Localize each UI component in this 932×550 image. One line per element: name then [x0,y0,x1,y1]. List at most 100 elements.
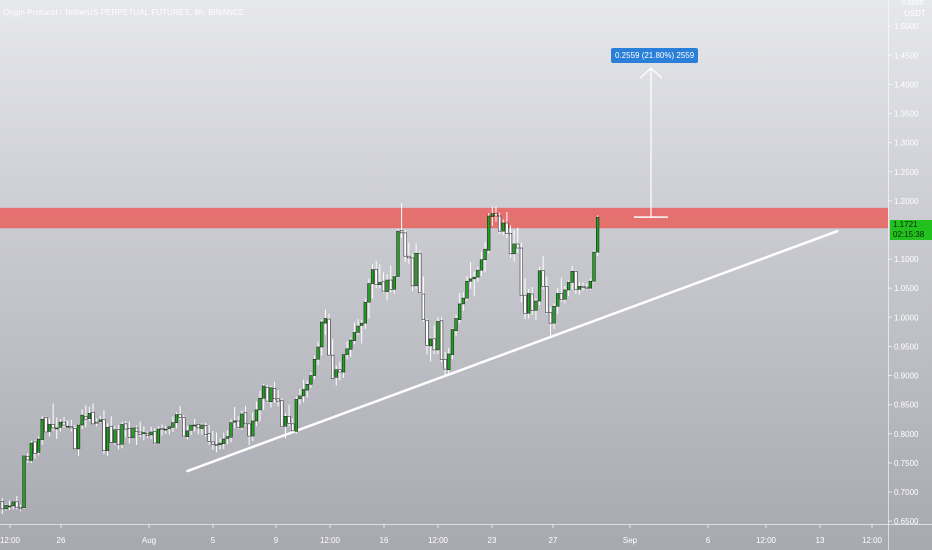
candle[interactable] [316,341,320,366]
candle[interactable] [334,365,338,386]
candle[interactable] [592,250,596,283]
candle[interactable] [265,384,269,403]
candle[interactable] [240,410,244,430]
candle[interactable] [182,415,186,438]
candle[interactable] [236,416,240,430]
candle[interactable] [294,396,298,434]
candle[interactable] [374,260,378,289]
price-range-measure[interactable] [634,67,668,218]
candle[interactable] [494,206,498,222]
candle[interactable] [552,303,556,329]
candle[interactable] [360,319,364,344]
candle[interactable] [298,388,302,405]
candle[interactable] [124,420,128,438]
candle[interactable] [349,337,353,357]
candle[interactable] [62,416,66,428]
candle[interactable] [327,313,331,357]
candle[interactable] [251,412,255,442]
candle[interactable] [258,390,262,422]
candle[interactable] [283,413,288,439]
candle[interactable] [218,438,222,450]
candle[interactable] [40,416,44,445]
candle[interactable] [501,219,505,236]
candle[interactable] [400,203,404,238]
candle[interactable] [153,427,157,445]
candle[interactable] [113,426,117,445]
candle[interactable] [301,379,306,403]
candle[interactable] [381,272,386,293]
candle[interactable] [559,277,563,302]
candle[interactable] [483,242,487,273]
candle[interactable] [73,425,77,450]
candle[interactable] [76,423,81,456]
candle[interactable] [392,274,396,294]
candle[interactable] [233,406,237,429]
candle[interactable] [454,314,458,336]
candle[interactable] [127,421,131,444]
candle[interactable] [345,341,349,360]
candle[interactable] [563,285,567,304]
candle[interactable] [80,409,84,430]
candle[interactable] [512,229,516,262]
candle[interactable] [22,454,26,509]
candle[interactable] [389,265,393,293]
candle[interactable] [18,504,23,512]
candle[interactable] [356,319,360,335]
candle[interactable] [468,262,473,289]
candle[interactable] [291,418,295,434]
candle[interactable] [439,317,444,363]
candle[interactable] [247,423,251,446]
candle[interactable] [200,423,204,435]
candle[interactable] [461,292,465,311]
candle[interactable] [51,403,55,431]
candle[interactable] [185,426,190,440]
candle[interactable] [320,319,324,356]
candle[interactable] [338,361,342,381]
candle[interactable] [414,243,418,289]
candle[interactable] [305,380,309,398]
candle[interactable] [527,288,531,319]
candle[interactable] [167,426,171,435]
candle[interactable] [596,215,600,257]
price-axis[interactable]: 1.5000 1.4500 1.4000 1.3500 1.3000 1.2500 1.20… [888,22,919,526]
ascending-trendline[interactable] [186,229,839,473]
candle[interactable] [479,251,484,276]
candle[interactable] [276,390,280,407]
candle[interactable] [450,328,455,360]
candle[interactable] [476,267,480,282]
candle[interactable] [545,276,549,315]
candle[interactable] [385,274,389,301]
candle[interactable] [4,504,8,511]
candle[interactable] [577,282,582,295]
candle[interactable] [537,266,542,306]
candle[interactable] [160,424,164,436]
candle[interactable] [367,278,371,319]
candle[interactable] [309,372,313,388]
candle[interactable] [287,404,291,427]
candle[interactable] [447,348,451,374]
candle[interactable] [341,354,346,378]
candle[interactable] [174,412,179,429]
candle[interactable] [178,405,182,420]
candle[interactable] [149,426,153,439]
candle[interactable] [574,270,578,295]
candle[interactable] [105,423,110,456]
candle[interactable] [490,206,494,226]
candle[interactable] [109,416,113,443]
candle[interactable] [443,351,447,377]
candle[interactable] [523,278,527,320]
candle[interactable] [55,417,59,439]
candle[interactable] [131,426,135,439]
candle[interactable] [458,292,462,324]
candle[interactable] [11,501,15,510]
candle[interactable] [498,212,502,235]
candle[interactable] [193,419,197,432]
candle[interactable] [33,440,37,459]
candle[interactable] [280,398,284,428]
candle[interactable] [262,383,266,410]
candle[interactable] [91,403,95,425]
candle[interactable] [0,498,4,515]
candle[interactable] [556,288,560,314]
